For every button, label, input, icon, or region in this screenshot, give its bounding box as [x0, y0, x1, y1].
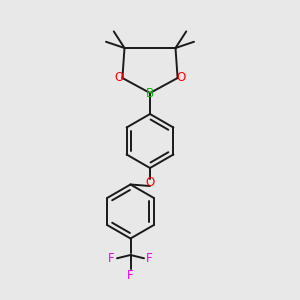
Text: F: F [146, 252, 153, 265]
Text: F: F [127, 269, 134, 282]
Text: O: O [115, 71, 124, 84]
Text: F: F [108, 252, 115, 265]
Text: B: B [146, 86, 154, 100]
Text: O: O [146, 176, 154, 189]
Text: O: O [176, 71, 185, 84]
